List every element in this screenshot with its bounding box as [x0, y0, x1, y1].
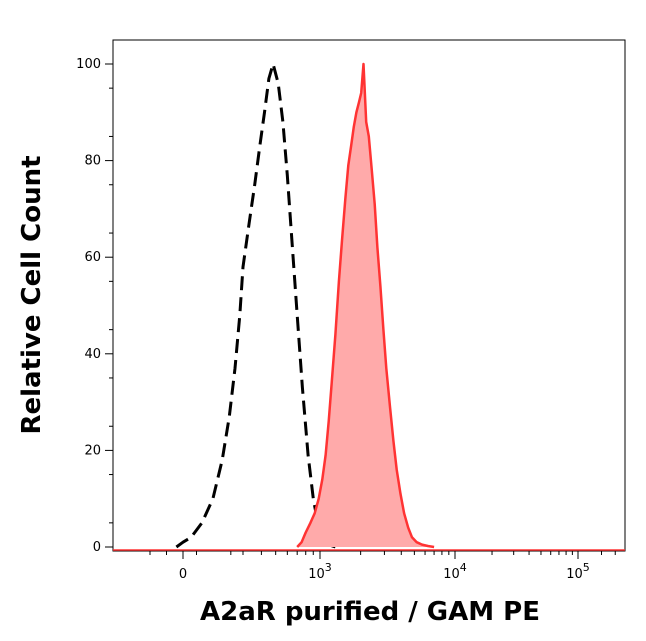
x-axis-label: A2aR purified / GAM PE — [200, 597, 540, 627]
y-tick-label: 20 — [84, 443, 101, 458]
y-tick-label: 0 — [93, 540, 101, 555]
plot-frame — [112, 39, 626, 552]
x-tick-label: 0 — [179, 567, 187, 582]
y-tick-label: 100 — [76, 57, 101, 72]
y-tick-label: 80 — [84, 154, 101, 169]
y-axis-ticks: 0 20 40 60 80 100 — [76, 57, 113, 555]
y-axis-label: Relative Cell Count — [17, 155, 47, 434]
x-tick-label: 104 — [443, 561, 467, 582]
stained-histogram-line — [296, 62, 435, 549]
y-tick-label: 60 — [84, 250, 101, 265]
series-layer — [113, 62, 625, 551]
stained-histogram-area — [297, 64, 435, 547]
x-axis-ticks: 0 103 104 105 — [149, 551, 616, 582]
control-histogram-line — [175, 62, 336, 549]
y-tick-label: 40 — [84, 347, 101, 362]
x-tick-label: 103 — [308, 561, 332, 582]
x-tick-label: 105 — [566, 561, 590, 582]
